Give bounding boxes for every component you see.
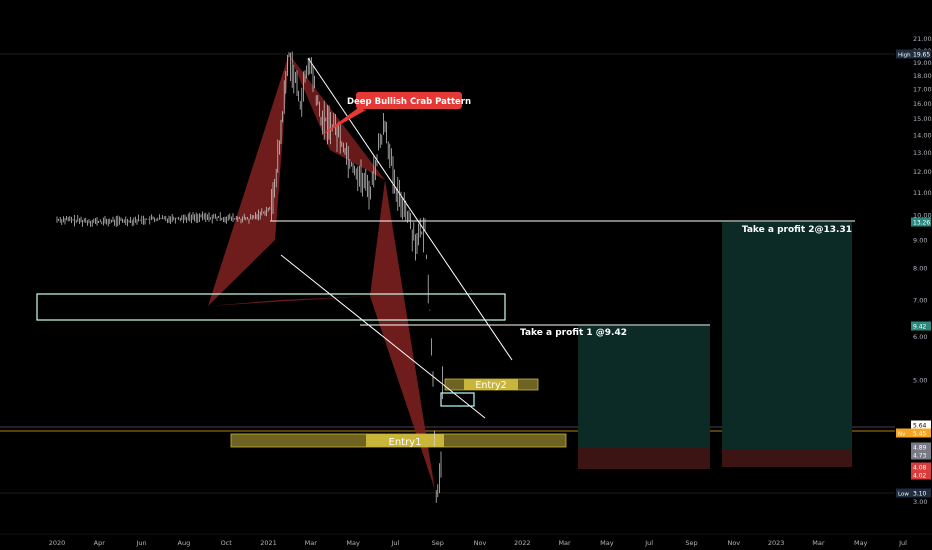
price-badge-bg: [911, 442, 931, 452]
price-badge-value: 5.45: [913, 431, 927, 438]
time-tick-label: 2020: [49, 539, 66, 547]
price-tick-label: 15.00: [913, 115, 932, 123]
price-tick-label: 8.00: [913, 265, 927, 273]
price-badge-value: 3.10: [913, 491, 927, 498]
time-tick-label: Sep: [432, 539, 444, 547]
price-tick-label: 11.00: [913, 189, 932, 197]
price-badge-bg: [911, 462, 931, 472]
stop-zone-2: [722, 449, 852, 467]
price-badge-tag: Nv: [898, 432, 906, 438]
price-badge-bg: [911, 470, 931, 480]
time-tick-label: May: [854, 539, 868, 547]
price-badge-bg: [911, 450, 931, 460]
target-zone-1: [578, 326, 710, 448]
crab-pattern-xab: [208, 54, 289, 306]
price-badge-value: 5.64: [913, 423, 927, 430]
price-badge-bg: [911, 321, 931, 331]
crab-pattern-xb: [208, 296, 370, 306]
time-tick-label: Jul: [644, 539, 653, 547]
pattern-label-pointer: [320, 108, 366, 136]
time-tick-label: Jun: [136, 539, 147, 547]
entry1-label: Entry1: [389, 437, 422, 448]
trendline-lower: [280, 254, 486, 419]
price-tick-label: 12.00: [913, 168, 932, 176]
price-badge-bg: [911, 217, 931, 227]
price-badge-tag: Low: [898, 492, 909, 498]
entry-confirm-box: [440, 392, 475, 407]
time-tick-label: Oct: [221, 539, 233, 547]
time-tick-label: Nov: [727, 539, 740, 547]
price-tick-label: 17.00: [913, 85, 932, 93]
price-badge-bg: [911, 488, 931, 498]
time-tick-label: May: [346, 539, 360, 547]
time-tick-label: Apr: [94, 539, 106, 547]
crab-pattern-bcd: [370, 180, 435, 490]
tp2-label: Take a profit 2@13.31: [742, 225, 852, 235]
price-badge-bg: [911, 420, 931, 430]
price-badge-value: 13.26: [913, 220, 930, 227]
pattern-label-bg: [356, 92, 462, 109]
time-tick-label: Mar: [305, 539, 318, 547]
pattern-label: Deep Bullish Crab Pattern: [347, 97, 471, 107]
price-tick-label: 6.00: [913, 333, 927, 341]
price-badge-bg: [911, 49, 931, 59]
price-tick-label: 9.00: [913, 237, 927, 245]
time-tick-label: Jul: [898, 539, 907, 547]
price-badge-value: 4.08: [913, 465, 927, 472]
time-tick-label: Mar: [558, 539, 571, 547]
target-zone-2: [722, 222, 852, 449]
entry1-label-bg: [366, 434, 444, 447]
entry2-label: Entry2: [475, 380, 506, 391]
price-tick-label: 21.00: [913, 35, 932, 43]
price-tick-label: 19.00: [913, 59, 932, 67]
time-axis: 2020 Apr Jun Aug Oct 2021 Mar May Jul Sep Nov 2022 M…: [49, 539, 907, 547]
price-badge-value: 19.65: [913, 52, 930, 59]
price-badge-bg: [911, 428, 931, 438]
price-tick-label: 3.00: [913, 498, 927, 506]
entry2-label-bg: [464, 379, 518, 390]
trendline-upper: [307, 57, 513, 361]
price-tick-label: 5.00: [913, 376, 927, 384]
price-badge-value: 4.89: [913, 445, 927, 452]
time-tick-label: Sep: [685, 539, 697, 547]
time-tick-label: 2022: [514, 539, 531, 547]
price-badge-value: 9.42: [913, 324, 927, 331]
price-tick-label: 7.00: [913, 296, 927, 304]
time-tick-label: Jul: [390, 539, 399, 547]
price-badge-value: 4.73: [913, 453, 927, 460]
time-tick-label: Mar: [812, 539, 825, 547]
tp1-label: Take a profit 1 @9.42: [520, 328, 627, 338]
candles-group: [56, 51, 443, 503]
price-badge-tag-bg: [896, 49, 911, 59]
price-badge-tag-bg: [896, 488, 911, 498]
price-badge-tag-bg: [896, 428, 911, 438]
price-tick-label: 14.00: [913, 132, 932, 140]
time-tick-label: 2021: [260, 539, 277, 547]
consolidation-box: [36, 293, 506, 321]
price-badge-value: 4.02: [913, 473, 927, 480]
stop-zone-1: [578, 448, 710, 469]
price-badge-tag: High: [898, 53, 911, 59]
time-tick-label: May: [600, 539, 614, 547]
price-tick-label: 13.00: [913, 149, 932, 157]
price-tick-label: 16.00: [913, 100, 932, 108]
price-tick-label: 10.00: [913, 212, 932, 220]
time-tick-label: Nov: [474, 539, 487, 547]
time-tick-label: Aug: [178, 539, 191, 547]
price-tick-label: 18.00: [913, 72, 932, 80]
time-tick-label: 2023: [768, 539, 785, 547]
